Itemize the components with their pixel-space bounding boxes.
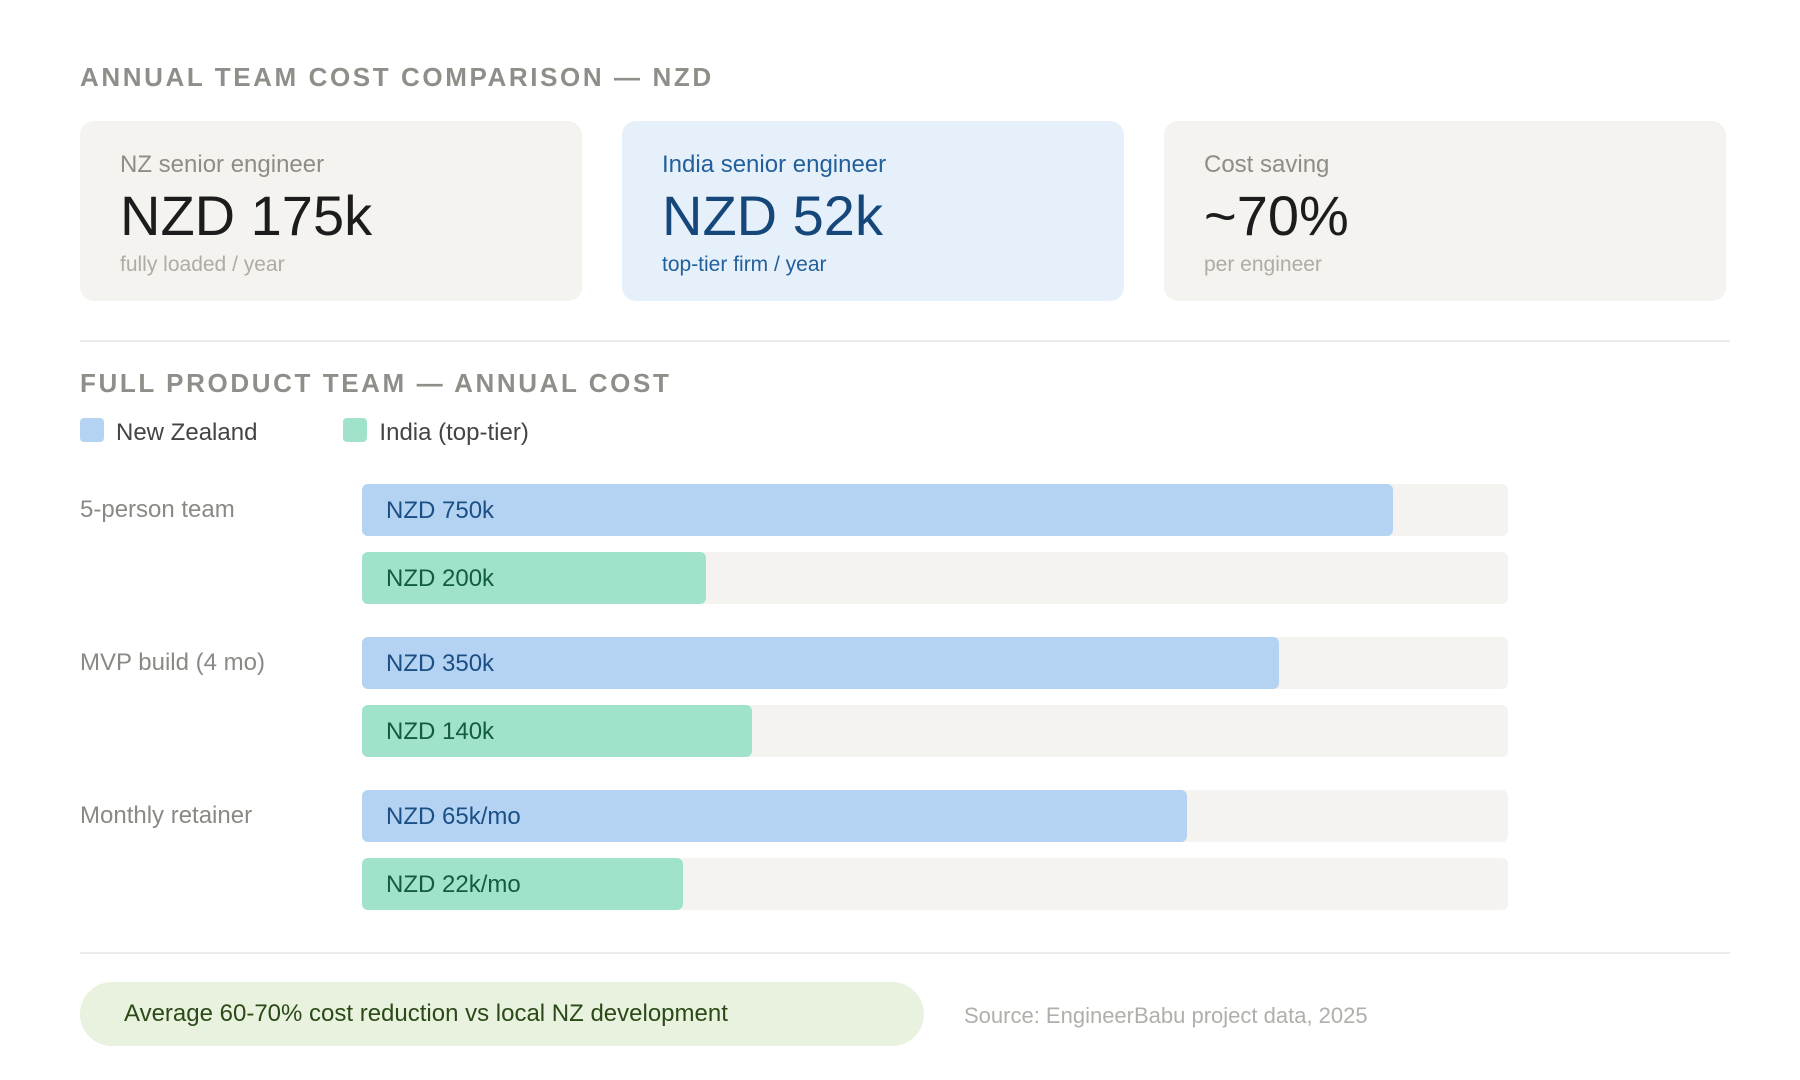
page-title: ANNUAL TEAM COST COMPARISON — NZD [80,62,714,92]
legend-swatch-nz [80,418,104,442]
card-value: ~70% [1204,184,1349,247]
card-label: NZ senior engineer [120,151,325,178]
bar-chart: 5-person team NZD 750k NZD 200k MVP build (… [80,484,1730,943]
category-label: Monthly retainer [80,802,253,829]
legend-label: India (top-tier) [379,419,529,446]
card-cost-saving: Cost saving ~70% per engineer [1164,121,1726,301]
card-value: NZD 175k [120,184,373,247]
bar-value-label: NZD 65k/mo [386,803,521,830]
bar-nz: NZD 65k/mo [362,790,1188,842]
stat-cards: NZ senior engineer NZD 175k fully loaded… [80,121,1730,301]
legend-item-india: India (top-tier) [343,418,529,447]
card-label: India senior engineer [662,151,887,178]
section-title: FULL PRODUCT TEAM — ANNUAL COST [80,368,672,398]
bar-track: NZD 65k/mo [362,790,1508,842]
team-cost-section: FULL PRODUCT TEAM — ANNUAL COST New Zeal… [80,368,1730,910]
footer: Average 60-70% cost reduction vs local N… [80,982,1730,1046]
card-india-engineer: India senior engineer NZD 52k top-tier f… [622,121,1124,301]
source-note: Source: EngineerBabu project data, 2025 [964,1003,1368,1028]
bar-nz: NZD 350k [362,637,1279,689]
bar-value-label: NZD 750k [386,497,495,524]
category-label: 5-person team [80,496,235,523]
page: ANNUAL TEAM COST COMPARISON — NZD NZ sen… [80,62,1730,1046]
card-subtext: fully loaded / year [120,253,285,276]
bar-nz: NZD 750k [362,484,1394,536]
card-nz-engineer: NZ senior engineer NZD 175k fully loaded… [80,121,582,301]
chart-legend: New Zealand India (top-tier) [80,418,1730,447]
bar-track: NZD 350k [362,637,1508,689]
highlight-pill: Average 60-70% cost reduction vs local N… [80,982,924,1046]
legend-label: New Zealand [116,419,258,446]
bar-track: NZD 140k [362,705,1508,757]
bar-track: NZD 200k [362,552,1508,604]
bar-track: NZD 750k [362,484,1508,536]
chart-group: 5-person team NZD 750k NZD 200k [80,484,1730,637]
card-subtext: top-tier firm / year [662,253,827,276]
legend-item-nz: New Zealand [80,418,258,447]
highlight-text: Average 60-70% cost reduction vs local N… [124,1000,728,1027]
bar-india: NZD 140k [362,705,752,757]
chart-group: Monthly retainer NZD 65k/mo NZD 22k/mo [80,790,1730,943]
legend-swatch-india [343,418,368,442]
bar-value-label: NZD 22k/mo [386,871,521,898]
category-label: MVP build (4 mo) [80,649,265,676]
card-label: Cost saving [1204,151,1330,178]
card-subtext: per engineer [1204,253,1322,276]
bar-value-label: NZD 140k [386,718,495,745]
bar-value-label: NZD 200k [386,565,495,592]
card-value: NZD 52k [662,184,883,247]
bar-track: NZD 22k/mo [362,858,1508,910]
divider [80,340,1730,342]
bar-value-label: NZD 350k [386,650,495,677]
chart-group: MVP build (4 mo) NZD 350k NZD 140k [80,637,1730,790]
bar-india: NZD 200k [362,552,706,604]
divider [80,952,1730,954]
bar-india: NZD 22k/mo [362,858,683,910]
